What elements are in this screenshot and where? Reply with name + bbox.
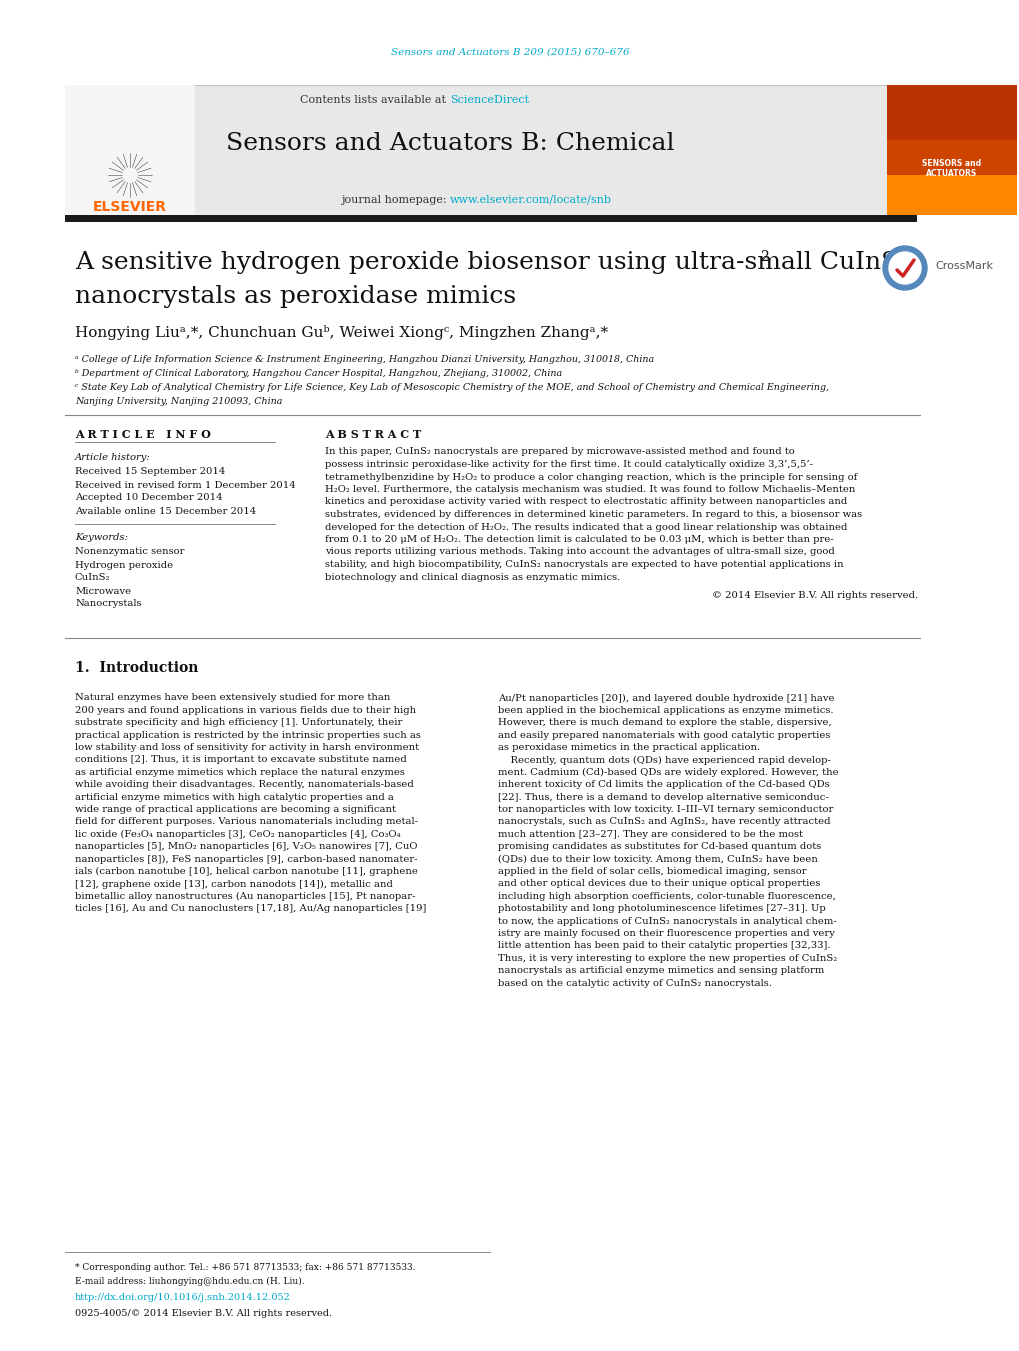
Text: tor nanoparticles with low toxicity. I–III–VI ternary semiconductor: tor nanoparticles with low toxicity. I–I…	[497, 805, 833, 815]
Text: as peroxidase mimetics in the practical application.: as peroxidase mimetics in the practical …	[497, 743, 759, 753]
Text: Microwave: Microwave	[75, 586, 131, 596]
Text: been applied in the biochemical applications as enzyme mimetics.: been applied in the biochemical applicat…	[497, 707, 833, 715]
Text: CrossMark: CrossMark	[934, 261, 993, 272]
Text: A sensitive hydrogen peroxide biosensor using ultra-small CuInS: A sensitive hydrogen peroxide biosensor …	[75, 251, 898, 274]
Text: field for different purposes. Various nanomaterials including metal-: field for different purposes. Various na…	[75, 817, 418, 827]
Text: Natural enzymes have been extensively studied for more than: Natural enzymes have been extensively st…	[75, 693, 390, 703]
Text: ᵇ Department of Clinical Laboratory, Hangzhou Cancer Hospital, Hangzhou, Zhejian: ᵇ Department of Clinical Laboratory, Han…	[75, 370, 561, 378]
Text: ELSEVIER: ELSEVIER	[93, 200, 167, 213]
Text: substrates, evidenced by differences in determined kinetic parameters. In regard: substrates, evidenced by differences in …	[325, 509, 861, 519]
Bar	[887, 85, 1016, 215]
Text: artificial enzyme mimetics with high catalytic properties and a: artificial enzyme mimetics with high cat…	[75, 793, 393, 801]
Text: journal homepage:: journal homepage:	[340, 195, 449, 205]
Text: including high absorption coefficients, color-tunable fluorescence,: including high absorption coefficients, …	[497, 892, 835, 901]
Text: nanoparticles [5], MnO₂ nanoparticles [6], V₂O₅ nanowires [7], CuO: nanoparticles [5], MnO₂ nanoparticles [6…	[75, 842, 417, 851]
Text: ACTUATORS: ACTUATORS	[925, 169, 976, 178]
Text: Available online 15 December 2014: Available online 15 December 2014	[75, 507, 256, 516]
Text: Contents lists available at: Contents lists available at	[301, 95, 449, 105]
Text: and other optical devices due to their unique optical properties: and other optical devices due to their u…	[497, 880, 819, 889]
Text: kinetics and peroxidase activity varied with respect to electrostatic affinity b: kinetics and peroxidase activity varied …	[325, 497, 847, 507]
Text: little attention has been paid to their catalytic properties [32,33].: little attention has been paid to their …	[497, 942, 829, 951]
Text: ials (carbon nanotube [10], helical carbon nanotube [11], graphene: ials (carbon nanotube [10], helical carb…	[75, 867, 418, 877]
Bar	[65, 215, 916, 222]
Text: 1.  Introduction: 1. Introduction	[75, 661, 198, 676]
Bar	[65, 85, 887, 215]
Text: substrate specificity and high efficiency [1]. Unfortunately, their: substrate specificity and high efficienc…	[75, 719, 401, 727]
Text: inherent toxicity of Cd limits the application of the Cd-based QDs: inherent toxicity of Cd limits the appli…	[497, 781, 828, 789]
Text: from 0.1 to 20 μM of H₂O₂. The detection limit is calculated to be 0.03 μM, whic: from 0.1 to 20 μM of H₂O₂. The detection…	[325, 535, 833, 544]
Text: bimetallic alloy nanostructures (Au nanoparticles [15], Pt nanopar-: bimetallic alloy nanostructures (Au nano…	[75, 892, 415, 901]
Text: ᶜ State Key Lab of Analytical Chemistry for Life Science, Key Lab of Mesoscopic : ᶜ State Key Lab of Analytical Chemistry …	[75, 384, 828, 393]
Text: In this paper, CuInS₂ nanocrystals are prepared by microwave-assisted method and: In this paper, CuInS₂ nanocrystals are p…	[325, 447, 794, 457]
Text: www.elsevier.com/locate/snb: www.elsevier.com/locate/snb	[449, 195, 611, 205]
Text: based on the catalytic activity of CuInS₂ nanocrystals.: based on the catalytic activity of CuInS…	[497, 978, 771, 988]
Text: stability, and high biocompatibility, CuInS₂ nanocrystals are expected to have p: stability, and high biocompatibility, Cu…	[325, 561, 843, 569]
Text: ᵃ College of Life Information Science & Instrument Engineering, Hangzhou Dianzi : ᵃ College of Life Information Science & …	[75, 355, 653, 365]
Text: possess intrinsic peroxidase-like activity for the first time. It could catalyti: possess intrinsic peroxidase-like activi…	[325, 459, 812, 469]
Text: promising candidates as substitutes for Cd-based quantum dots: promising candidates as substitutes for …	[497, 842, 820, 851]
Text: 0925-4005/© 2014 Elsevier B.V. All rights reserved.: 0925-4005/© 2014 Elsevier B.V. All right…	[75, 1309, 332, 1317]
Text: and easily prepared nanomaterials with good catalytic properties: and easily prepared nanomaterials with g…	[497, 731, 829, 740]
Text: Thus, it is very interesting to explore the new properties of CuInS₂: Thus, it is very interesting to explore …	[497, 954, 837, 963]
Text: Article history:: Article history:	[75, 454, 151, 462]
Text: http://dx.doi.org/10.1016/j.snb.2014.12.052: http://dx.doi.org/10.1016/j.snb.2014.12.…	[75, 1293, 290, 1302]
Text: while avoiding their disadvantages. Recently, nanomaterials-based: while avoiding their disadvantages. Rece…	[75, 781, 414, 789]
Text: A R T I C L E   I N F O: A R T I C L E I N F O	[75, 430, 211, 440]
Text: nanoparticles [8]), FeS nanoparticles [9], carbon-based nanomater-: nanoparticles [8]), FeS nanoparticles [9…	[75, 855, 417, 863]
Text: practical application is restricted by the intrinsic properties such as: practical application is restricted by t…	[75, 731, 421, 740]
Bar	[887, 141, 1016, 176]
Text: to now, the applications of CuInS₂ nanocrystals in analytical chem-: to now, the applications of CuInS₂ nanoc…	[497, 917, 836, 925]
Text: Sensors and Actuators B: Chemical: Sensors and Actuators B: Chemical	[225, 131, 674, 154]
Text: vious reports utilizing various methods. Taking into account the advantages of u: vious reports utilizing various methods.…	[325, 547, 834, 557]
Text: Received in revised form 1 December 2014: Received in revised form 1 December 2014	[75, 481, 296, 489]
Text: low stability and loss of sensitivity for activity in harsh environment: low stability and loss of sensitivity fo…	[75, 743, 419, 753]
Text: SENSORS and: SENSORS and	[921, 158, 980, 168]
Text: ment. Cadmium (Cd)-based QDs are widely explored. However, the: ment. Cadmium (Cd)-based QDs are widely …	[497, 767, 838, 777]
Bar	[65, 85, 195, 215]
Text: CuInS₂: CuInS₂	[75, 574, 110, 582]
Text: 2: 2	[759, 250, 768, 263]
Text: A B S T R A C T: A B S T R A C T	[325, 430, 421, 440]
Text: Sensors and Actuators B 209 (2015) 670–676: Sensors and Actuators B 209 (2015) 670–6…	[390, 47, 629, 57]
Text: ScienceDirect: ScienceDirect	[449, 95, 529, 105]
Text: istry are mainly focused on their fluorescence properties and very: istry are mainly focused on their fluore…	[497, 929, 835, 938]
Text: Hongying Liuᵃ,*, Chunchuan Guᵇ, Weiwei Xiongᶜ, Mingzhen Zhangᵃ,*: Hongying Liuᵃ,*, Chunchuan Guᵇ, Weiwei X…	[75, 326, 607, 340]
Text: E-mail address: liuhongying@hdu.edu.cn (H. Liu).: E-mail address: liuhongying@hdu.edu.cn (…	[75, 1277, 305, 1286]
Text: as artificial enzyme mimetics which replace the natural enzymes: as artificial enzyme mimetics which repl…	[75, 767, 405, 777]
Text: Recently, quantum dots (QDs) have experienced rapid develop-: Recently, quantum dots (QDs) have experi…	[497, 755, 830, 765]
Text: 200 years and found applications in various fields due to their high: 200 years and found applications in vari…	[75, 707, 416, 715]
Text: * Corresponding author. Tel.: +86 571 87713533; fax: +86 571 87713533.: * Corresponding author. Tel.: +86 571 87…	[75, 1263, 415, 1273]
Text: ticles [16], Au and Cu nanoclusters [17,18], Au/Ag nanoparticles [19]: ticles [16], Au and Cu nanoclusters [17,…	[75, 904, 426, 913]
Text: conditions [2]. Thus, it is important to excavate substitute named: conditions [2]. Thus, it is important to…	[75, 755, 407, 765]
Text: wide range of practical applications are becoming a significant: wide range of practical applications are…	[75, 805, 395, 815]
Text: nanocrystals as peroxidase mimics: nanocrystals as peroxidase mimics	[75, 285, 516, 308]
Text: Hydrogen peroxide: Hydrogen peroxide	[75, 561, 173, 570]
Text: © 2014 Elsevier B.V. All rights reserved.: © 2014 Elsevier B.V. All rights reserved…	[711, 590, 917, 600]
Text: tetramethylbenzidine by H₂O₂ to produce a color changing reaction, which is the : tetramethylbenzidine by H₂O₂ to produce …	[325, 473, 857, 481]
Text: biotechnology and clinical diagnosis as enzymatic mimics.: biotechnology and clinical diagnosis as …	[325, 573, 620, 581]
Text: H₂O₂ level. Furthermore, the catalysis mechanism was studied. It was found to fo: H₂O₂ level. Furthermore, the catalysis m…	[325, 485, 855, 494]
Text: Keywords:: Keywords:	[75, 534, 127, 543]
Text: nanocrystals as artificial enzyme mimetics and sensing platform: nanocrystals as artificial enzyme mimeti…	[497, 966, 823, 975]
Text: nanocrystals, such as CuInS₂ and AgInS₂, have recently attracted: nanocrystals, such as CuInS₂ and AgInS₂,…	[497, 817, 829, 827]
Text: (QDs) due to their low toxicity. Among them, CuInS₂ have been: (QDs) due to their low toxicity. Among t…	[497, 855, 817, 863]
Text: Accepted 10 December 2014: Accepted 10 December 2014	[75, 493, 222, 503]
Text: applied in the field of solar cells, biomedical imaging, sensor: applied in the field of solar cells, bio…	[497, 867, 806, 875]
Text: lic oxide (Fe₃O₄ nanoparticles [3], CeO₂ nanoparticles [4], Co₃O₄: lic oxide (Fe₃O₄ nanoparticles [3], CeO₂…	[75, 830, 400, 839]
Circle shape	[889, 253, 920, 284]
Text: Nonenzymatic sensor: Nonenzymatic sensor	[75, 547, 184, 557]
Bar	[887, 145, 1016, 215]
Text: Nanocrystals: Nanocrystals	[75, 600, 142, 608]
Text: Received 15 September 2014: Received 15 September 2014	[75, 467, 225, 477]
Text: much attention [23–27]. They are considered to be the most: much attention [23–27]. They are conside…	[497, 830, 802, 839]
Text: Au/Pt nanoparticles [20]), and layered double hydroxide [21] have: Au/Pt nanoparticles [20]), and layered d…	[497, 693, 834, 703]
Text: photostability and long photoluminescence lifetimes [27–31]. Up: photostability and long photoluminescenc…	[497, 904, 825, 913]
Text: developed for the detection of H₂O₂. The results indicated that a good linear re: developed for the detection of H₂O₂. The…	[325, 523, 847, 531]
Text: [22]. Thus, there is a demand to develop alternative semiconduc-: [22]. Thus, there is a demand to develop…	[497, 793, 828, 801]
Text: However, there is much demand to explore the stable, dispersive,: However, there is much demand to explore…	[497, 719, 830, 727]
Circle shape	[882, 246, 926, 290]
Text: Nanjing University, Nanjing 210093, China: Nanjing University, Nanjing 210093, Chin…	[75, 396, 282, 405]
Text: [12], graphene oxide [13], carbon nanodots [14]), metallic and: [12], graphene oxide [13], carbon nanodo…	[75, 880, 392, 889]
